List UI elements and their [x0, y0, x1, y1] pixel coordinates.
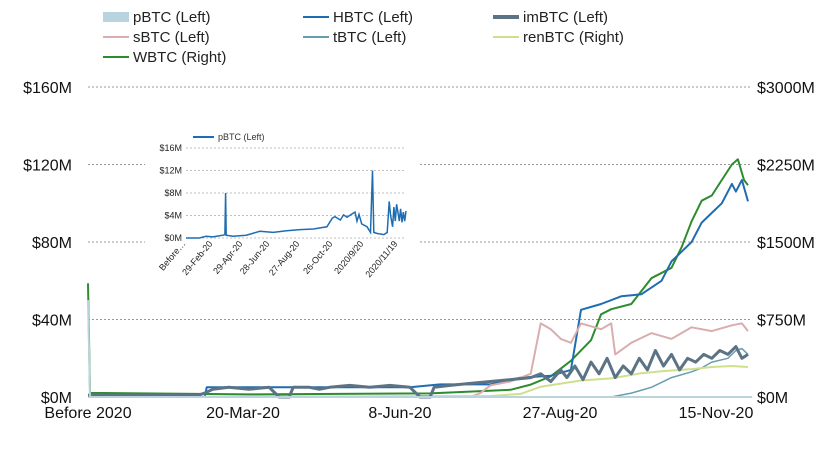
- legend-label: pBTC (Left): [133, 8, 211, 26]
- right-axis-tick-label: $2250M: [757, 158, 815, 175]
- legend-label: WBTC (Right): [133, 48, 227, 66]
- x-axis-tick-label: 20-Mar-20: [206, 405, 280, 422]
- left-axis-tick-label: $120M: [23, 158, 72, 175]
- legend-swatch: [303, 16, 329, 18]
- inset-y-tick-label: $16M: [159, 143, 182, 153]
- legend-item: sBTC (Left): [103, 28, 210, 46]
- legend-swatch: [493, 36, 519, 38]
- right-axis-tick-label: $1500M: [757, 235, 815, 252]
- main-right-axis-labels: $0M $750M $1500M $2250M $3000M: [757, 80, 815, 407]
- legend-swatch: [103, 12, 129, 22]
- legend-label: sBTC (Left): [133, 28, 210, 46]
- x-axis-tick-label: 27-Aug-20: [523, 405, 598, 422]
- series-line-sbtc: [88, 322, 749, 398]
- series-line-hbtc: [88, 179, 749, 398]
- inset-y-tick-label: $12M: [159, 166, 182, 176]
- legend-item: renBTC (Right): [493, 28, 624, 46]
- x-axis-tick-label: 8-Jun-20: [368, 405, 431, 422]
- x-axis-tick-label: 15-Nov-20: [679, 405, 754, 422]
- legend-item: HBTC (Left): [303, 8, 414, 26]
- inset-y-tick-label: $4M: [164, 211, 182, 221]
- legend-label: HBTC (Left): [333, 8, 414, 26]
- legend-swatch: [493, 15, 519, 19]
- inset-chart: $0M$4M$8M$12M$16M Before…29-Feb-2029-Apr…: [145, 130, 420, 290]
- inset-gridlines: [186, 147, 406, 239]
- inset-y-axis-labels: $0M $4M $8M $12M $16M: [159, 143, 182, 243]
- right-axis-tick-label: $0M: [757, 390, 788, 407]
- main-series-lines: [87, 158, 752, 399]
- legend-swatch: [103, 56, 129, 58]
- legend-label: renBTC (Right): [523, 28, 624, 46]
- legend-swatch: [103, 36, 129, 38]
- main-left-axis-labels: $0M $40M $80M $120M $160M: [23, 80, 72, 407]
- left-axis-tick-label: $40M: [32, 313, 72, 330]
- legend-swatch: [303, 36, 329, 38]
- inset-y-tick-label: $8M: [164, 188, 182, 198]
- main-x-axis-labels: Before 2020 20-Mar-20 8-Jun-20 27-Aug-20 15-…: [44, 405, 753, 422]
- x-axis-tick-label: Before 2020: [44, 405, 131, 422]
- series-line-pbtc: [87, 300, 752, 398]
- inset-legend-label: pBTC (Left): [218, 132, 265, 142]
- series-line-renbtc: [87, 365, 749, 398]
- left-axis-tick-label: $80M: [32, 235, 72, 252]
- inset-y-tick-label: $0M: [164, 233, 182, 243]
- legend-item: pBTC (Left): [103, 8, 211, 26]
- inset-series-line: [186, 170, 407, 239]
- legend-item: WBTC (Right): [103, 48, 227, 66]
- legend-item: tBTC (Left): [303, 28, 407, 46]
- legend-item: imBTC (Left): [493, 8, 609, 26]
- legend-label: tBTC (Left): [333, 28, 407, 46]
- inset-series-line-pbtc: [186, 170, 407, 239]
- left-axis-tick-label: $0M: [41, 390, 72, 407]
- right-axis-tick-label: $750M: [757, 313, 806, 330]
- left-axis-tick-label: $160M: [23, 80, 72, 97]
- legend-label: imBTC (Left): [523, 8, 609, 26]
- right-axis-tick-label: $3000M: [757, 80, 815, 97]
- inset-legend: pBTC (Left): [193, 132, 265, 142]
